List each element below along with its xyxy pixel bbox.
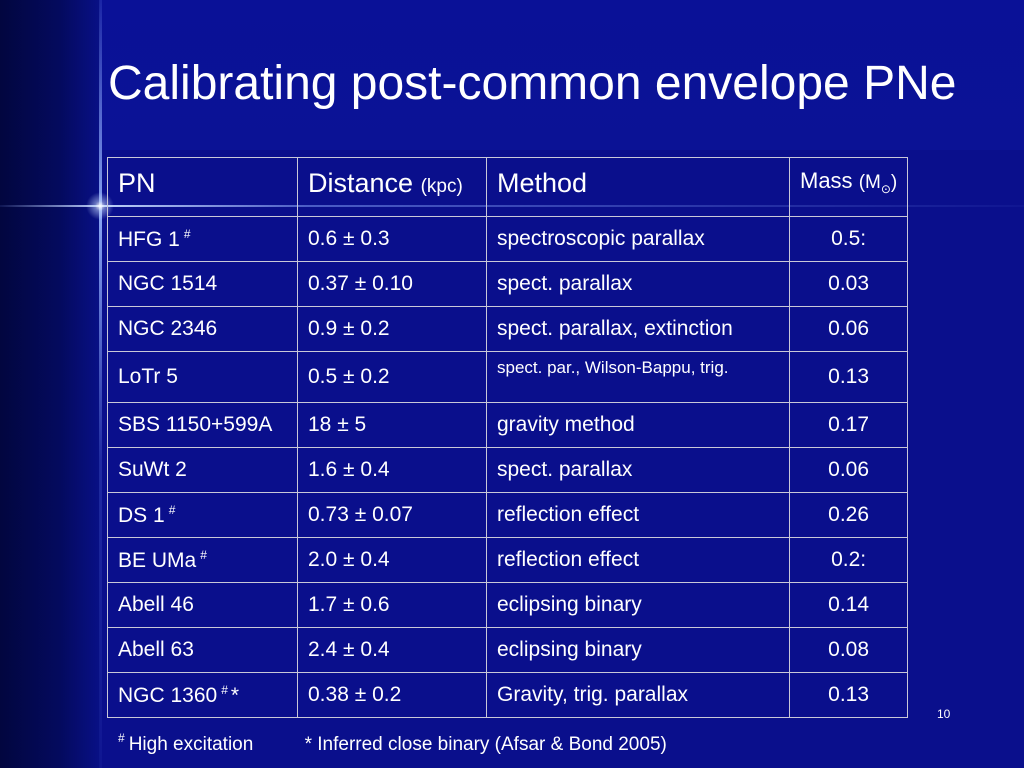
cell-method: spect. parallax [486,261,790,307]
cell-pn: Abell 63 [107,627,298,673]
cell-distance: 0.38 ± 0.2 [297,672,487,718]
cell-pn: BE UMa # [107,537,298,583]
pn-name: NGC 1514 [118,272,218,295]
header-distance-label: Distance [308,168,414,198]
cell-pn: NGC 2346 [107,306,298,352]
table-row: DS 1 #0.73 ± 0.07 reflection effect 0.26 [107,492,909,538]
table-row: NGC 2346 0.9 ± 0.2 spect. parallax, extinc… [107,306,909,352]
footnotes: # High excitation * Inferred close binary… [118,731,667,756]
table-body: HFG 1 #0.6 ± 0.3 spectroscopic parallax 0.5… [107,216,909,718]
high-excitation-mark: # [200,547,207,562]
footnote-hash-text: High excitation [128,734,254,755]
cell-method: gravity method [486,402,790,448]
cell-distance: 0.6 ± 0.3 [297,216,487,262]
slide-title: Calibrating post-common envelope PNe [108,57,957,110]
cell-pn: LoTr 5 [107,351,298,403]
header-distance: Distance (kpc) [297,157,487,217]
header-mass: Mass (M⊙) [788,157,909,217]
pne-table: PN Distance (kpc) Method Mass (M⊙) HFG 1… [107,157,909,718]
pn-name: BE UMa [118,548,197,572]
background-top-band [100,0,1024,150]
table-row: LoTr 5 0.5 ± 0.2 spect. par., Wilson-Bappu… [107,351,909,403]
cell-distance: 0.73 ± 0.07 [297,492,487,538]
cell-distance: 1.6 ± 0.4 [297,447,487,493]
close-binary-mark: * [230,683,240,707]
pn-name: Abell 46 [118,593,194,616]
cell-pn: NGC 1360 # * [107,672,298,718]
sun-symbol: ⊙ [880,181,891,196]
cell-distance: 2.4 ± 0.4 [297,627,487,673]
header-mass-label: Mass [800,168,853,193]
mass-unit-open: (M [858,172,881,193]
table-row: NGC 1360 # * 0.38 ± 0.2 Gravity, trig. paral… [107,672,909,718]
cell-pn: DS 1 # [107,492,298,538]
cell-method: eclipsing binary [486,582,790,628]
table-row: Abell 46 1.7 ± 0.6 eclipsing binary 0.14 [107,582,909,628]
footnote-star-text: * Inferred close binary (Afsar & Bond 20… [304,734,667,755]
cell-mass: 0.06 [788,306,909,352]
cell-distance: 0.5 ± 0.2 [297,351,487,403]
decorative-vertical-line [99,0,102,768]
table-row: SuWt 2 1.6 ± 0.4 spect. parallax 0.06 [107,447,909,493]
header-pn: PN [107,157,298,217]
pn-name: LoTr 5 [118,365,178,388]
pn-name: SBS 1150+599A [118,413,273,436]
header-pn-label: PN [118,168,156,198]
cell-mass: 0.14 [788,582,909,628]
cell-method: spectroscopic parallax [486,216,790,262]
pn-name: NGC 2346 [118,317,218,340]
mass-unit-close: ) [890,172,898,193]
cell-distance: 0.37 ± 0.10 [297,261,487,307]
cell-mass: 0.08 [788,627,909,673]
cell-mass: 0.03 [788,261,909,307]
cell-mass: 0.06 [788,447,909,493]
cell-mass: 0.5: [788,216,909,262]
cell-method: spect. par., Wilson-Bappu, trig. [486,351,790,403]
cell-pn: HFG 1 # [107,216,298,262]
header-method-label: Method [497,168,588,198]
high-excitation-mark: # [168,502,176,517]
footnote-hash: # High excitation [118,731,254,755]
cell-method: spect. parallax, extinction [486,306,790,352]
cell-pn: NGC 1514 [107,261,298,307]
footnote-hash-symbol: # [118,731,125,745]
header-distance-unit: (kpc) [420,176,463,197]
cell-mass: 0.13 [788,672,909,718]
header-mass-unit: (M⊙) [858,172,898,196]
pn-name: NGC 1360 [118,683,218,707]
cell-distance: 2.0 ± 0.4 [297,537,487,583]
table-row: Abell 63 2.4 ± 0.4 eclipsing binary 0.08 [107,627,909,673]
cell-mass: 0.26 [788,492,909,538]
header-method: Method [486,157,790,217]
page-number: 10 [937,707,951,721]
cell-mass: 0.17 [788,402,909,448]
table-row: HFG 1 #0.6 ± 0.3 spectroscopic parallax 0.5… [107,216,909,262]
cell-distance: 1.7 ± 0.6 [297,582,487,628]
table-header-row: PN Distance (kpc) Method Mass (M⊙) [107,157,909,217]
table-row: NGC 1514 0.37 ± 0.10 spect. parallax 0.03 [107,261,909,307]
cell-pn: SBS 1150+599A [107,402,298,448]
cell-method: reflection effect [486,537,790,583]
cell-distance: 18 ± 5 [297,402,487,448]
cell-mass: 0.2: [788,537,909,583]
cell-method: reflection effect [486,492,790,538]
cell-method: eclipsing binary [486,627,790,673]
cell-mass: 0.13 [788,351,909,403]
cell-method: spect. parallax [486,447,790,493]
pn-name: DS 1 [118,503,165,527]
cell-pn: Abell 46 [107,582,298,628]
cell-distance: 0.9 ± 0.2 [297,306,487,352]
pn-name: SuWt 2 [118,458,187,481]
pn-name: HFG 1 [118,227,180,251]
high-excitation-mark: # [183,226,191,241]
pn-name: Abell 63 [118,638,194,661]
table-row: SBS 1150+599A 18 ± 5 gravity method 0.17 [107,402,909,448]
table-row: BE UMa #2.0 ± 0.4 reflection effect 0.2: [107,537,909,583]
background-left-band [0,0,100,768]
high-excitation-mark: # [221,682,228,697]
cell-pn: SuWt 2 [107,447,298,493]
cell-method: Gravity, trig. parallax [486,672,790,718]
